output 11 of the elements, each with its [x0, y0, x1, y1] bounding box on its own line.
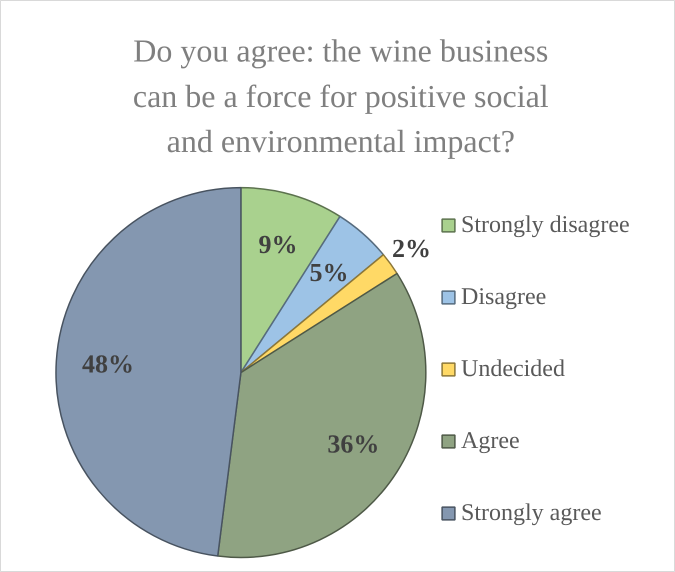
legend-label: Strongly disagree [461, 211, 630, 239]
data-label: 9% [258, 230, 298, 260]
legend-label: Disagree [461, 283, 546, 311]
data-label: 48% [82, 350, 134, 379]
legend-label: Undecided [461, 355, 565, 383]
legend-label: Agree [461, 427, 520, 455]
legend-label: Strongly agree [461, 499, 602, 527]
data-label: 5% [309, 258, 348, 288]
chart-title: Do you agree: the wine business can be a force for positive social and environmental impact? [132, 32, 549, 160]
data-label: 36% [327, 429, 380, 458]
data-label: 2% [392, 234, 431, 264]
